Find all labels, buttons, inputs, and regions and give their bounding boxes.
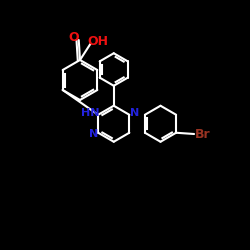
Text: N: N [130,108,139,118]
Text: HN: HN [82,108,100,118]
Text: N: N [88,129,98,139]
Text: Br: Br [195,128,211,140]
Text: O: O [68,31,78,44]
Text: OH: OH [88,35,108,48]
